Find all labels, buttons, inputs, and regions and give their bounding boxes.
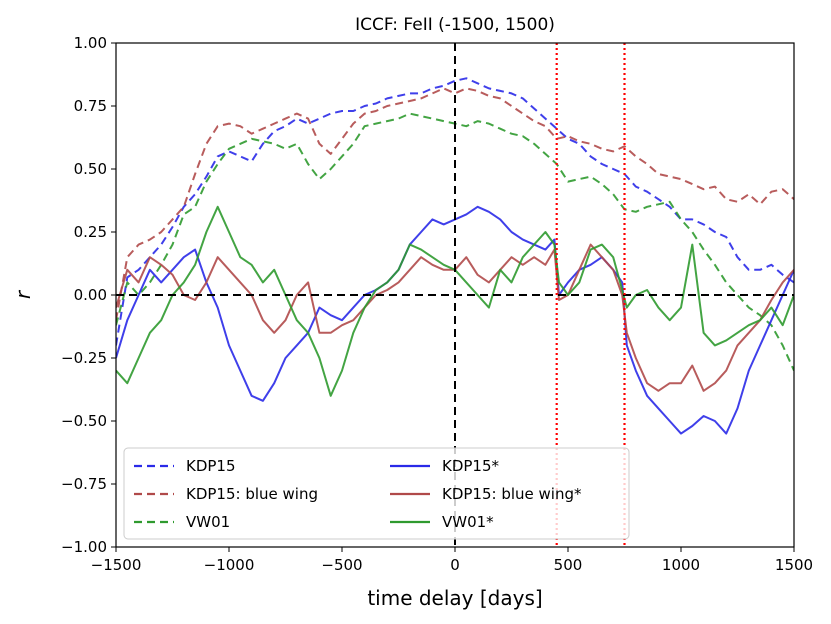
legend-item-kdp15: KDP15 xyxy=(134,457,236,475)
y-tick-label: 0.50 xyxy=(74,160,107,178)
y-tick-label: 1.00 xyxy=(74,34,107,52)
legend-item-kdp15-blue-wing-star: KDP15: blue wing* xyxy=(390,485,582,503)
y-tick-label: −0.25 xyxy=(61,349,107,367)
legend-label: KDP15: blue wing* xyxy=(442,485,582,503)
x-tick-label: −1000 xyxy=(204,556,255,574)
legend-item-kdp15-blue-wing: KDP15: blue wing xyxy=(134,485,318,503)
x-tick-label: 0 xyxy=(450,556,460,574)
y-tick-label: 0.75 xyxy=(74,97,107,115)
legend-item-kdp15-star: KDP15* xyxy=(390,457,500,475)
legend-label: VW01* xyxy=(442,513,494,531)
legend-item-vw01: VW01 xyxy=(134,513,230,531)
y-tick-label: 0.25 xyxy=(74,223,107,241)
legend: KDP15 KDP15: blue wing VW01 KDP15* KDP15: bl… xyxy=(123,447,630,540)
y-tick-label: −1.00 xyxy=(61,538,107,556)
y-axis-ticks: −1.00 −0.75 −0.50 −0.25 0.00 0.25 0.50 0.75 1.00 xyxy=(61,34,116,556)
y-tick-label: 0.00 xyxy=(74,286,107,304)
legend-item-vw01-star: VW01* xyxy=(390,513,494,531)
x-axis-ticks: −1500 −1000 −500 0 500 1000 1500 xyxy=(91,547,813,574)
y-tick-label: −0.75 xyxy=(61,475,107,493)
series-line-kdp15-star xyxy=(116,205,794,435)
legend-label: KDP15 xyxy=(186,457,236,475)
y-tick-label: −0.50 xyxy=(61,412,107,430)
x-tick-label: −500 xyxy=(321,556,362,574)
series-line-kdp15-blue-wing xyxy=(116,87,794,321)
series-line-vw01-star xyxy=(116,205,794,397)
legend-label: KDP15* xyxy=(442,457,500,475)
legend-label: KDP15: blue wing xyxy=(186,485,318,503)
x-axis-label: time delay [days] xyxy=(367,586,542,610)
chart-title: ICCF: FeII (-1500, 1500) xyxy=(355,15,555,35)
x-tick-label: 1500 xyxy=(775,556,813,574)
legend-label: VW01 xyxy=(186,513,230,531)
series-line-kdp15-blue-wing-star xyxy=(116,243,794,392)
x-tick-label: −1500 xyxy=(91,556,142,574)
x-tick-label: 1000 xyxy=(662,556,700,574)
legend-box xyxy=(123,447,630,540)
y-axis-label: r xyxy=(11,289,35,299)
x-tick-label: 500 xyxy=(554,556,583,574)
